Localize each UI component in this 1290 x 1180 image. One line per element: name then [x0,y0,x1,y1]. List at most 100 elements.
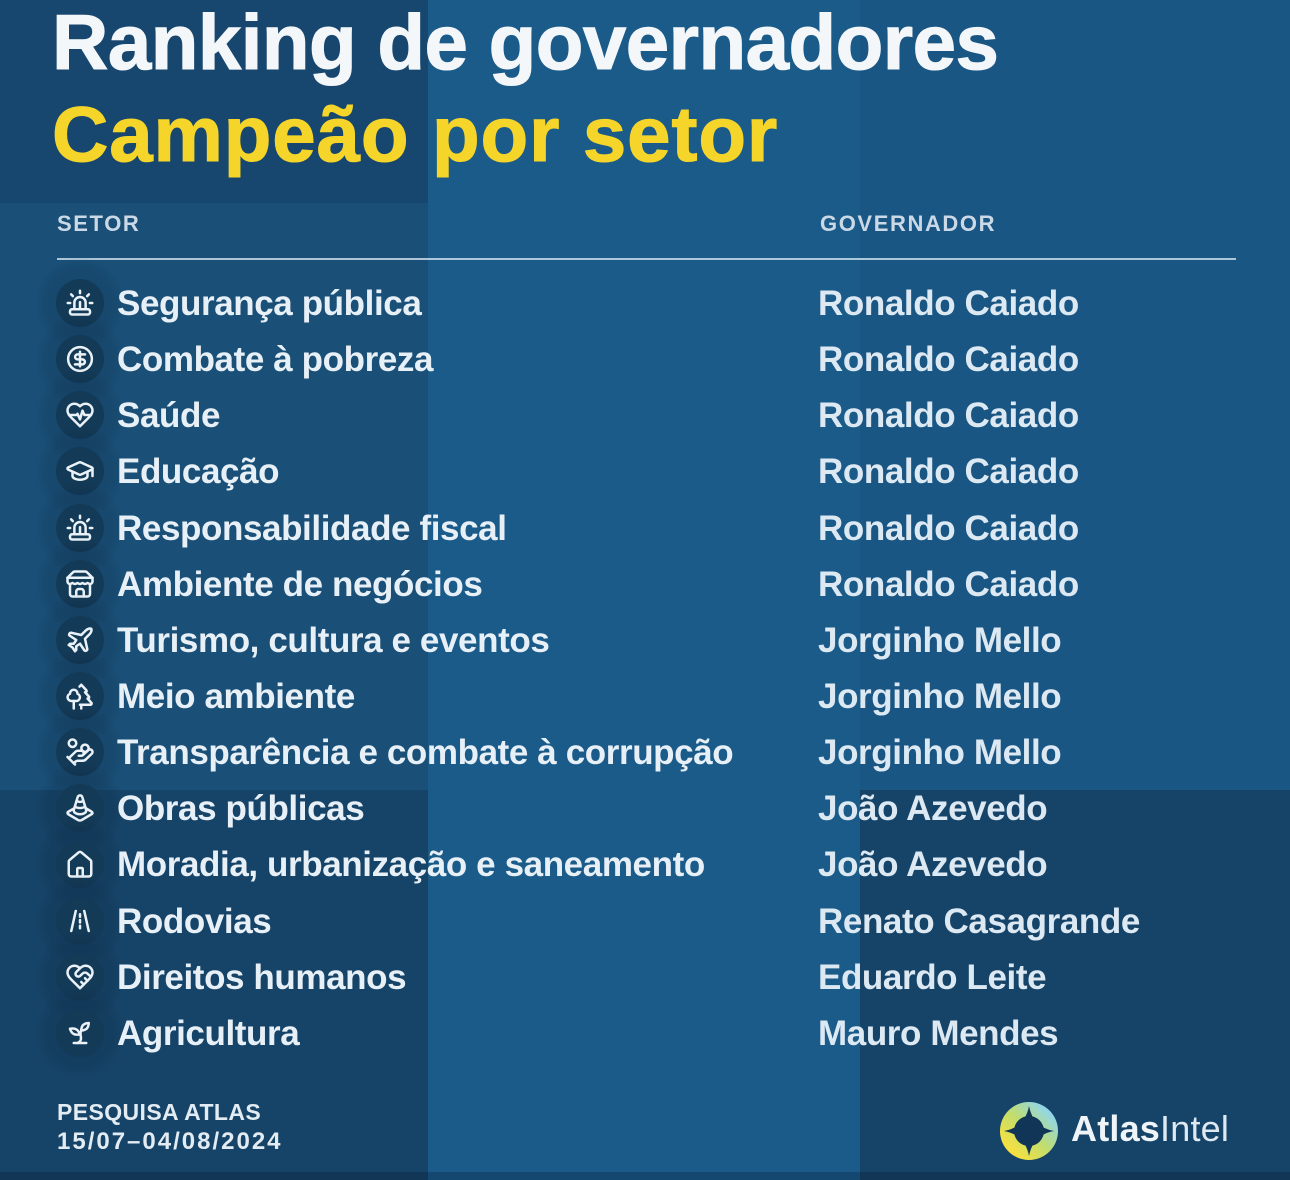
plane-icon [67,627,93,653]
ranking-table: Segurança pública Ronaldo Caiado Combate… [0,257,1290,1079]
background-band [860,790,1290,1180]
sector-label: Moradia, urbanização e saneamento [117,845,705,885]
icon-circle [56,335,104,384]
heart-pulse-icon [66,402,94,428]
brand-name-atlas: Atlas [1071,1108,1161,1149]
sector-icon-circle [34,818,126,911]
table-row: Obras públicas João Azevedo [0,762,1290,855]
sector-icon-circle [34,257,126,350]
governor-name: Jorginho Mello [818,677,1062,717]
traffic-cone-icon [66,794,94,823]
icon-circle [56,279,104,328]
sector-icon-circle [34,313,126,406]
house-icon [67,851,93,879]
table-row: Rodovias Renato Casagrande [0,874,1290,967]
table-row: Educação Ronaldo Caiado [0,425,1290,518]
header-divider [57,258,1236,260]
sector-icon-circle [34,874,126,967]
icon-circle [56,447,104,496]
governor-name: João Azevedo [818,789,1048,829]
table-row: Segurança pública Ronaldo Caiado [0,257,1290,350]
table-row: Direitos humanos Eduardo Leite [0,930,1290,1023]
background-band [860,0,1290,790]
governor-name: Jorginho Mello [818,620,1062,660]
brand-name-intel: Intel [1160,1108,1230,1149]
icon-circle [56,1008,104,1057]
sector-label: Direitos humanos [117,957,407,997]
sector-label: Transparência e combate à corrupção [117,733,734,773]
governor-name: João Azevedo [818,845,1048,885]
siren-icon [66,289,94,316]
sector-label: Ambiente de negócios [117,564,483,604]
table-row: Turismo, cultura e eventos Jorginho Mell… [0,593,1290,686]
sector-icon-circle [34,930,126,1023]
sector-icon-circle [34,986,126,1079]
sector-label: Segurança pública [117,284,422,324]
sector-icon-circle [34,650,126,743]
background-band [0,1172,1290,1180]
governor-name: Ronaldo Caiado [818,340,1079,380]
icon-circle [56,896,104,945]
table-row: Meio ambiente Jorginho Mello [0,650,1290,743]
sector-icon-circle [34,425,126,518]
table-row: Transparência e combate à corrupção Jorg… [0,706,1290,799]
sector-label: Obras públicas [117,789,365,829]
sector-label: Saúde [117,396,221,436]
sector-icon-circle [34,537,126,630]
atlasintel-logo-icon [1000,1102,1058,1160]
sector-icon-circle [34,481,126,574]
trees-icon [66,683,93,710]
column-header-governador: GOVERNADOR [820,211,997,236]
sector-label: Responsabilidade fiscal [117,508,507,548]
heart-handshake-icon [66,964,94,990]
store-icon [66,570,94,598]
sector-icon-circle [34,593,126,686]
background-band [0,0,428,203]
sector-icon-circle [34,369,126,462]
governor-name: Mauro Mendes [818,1013,1059,1053]
icon-circle [56,784,104,833]
road-icon [70,909,90,932]
survey-source-name: PESQUISA ATLAS [57,1099,262,1125]
governor-name: Ronaldo Caiado [818,396,1079,436]
sector-icon-circle [34,762,126,855]
icon-circle [56,615,104,664]
column-header-setor: SETOR [57,211,141,236]
sector-label: Agricultura [117,1013,300,1053]
icon-circle [56,503,104,552]
page-title-line2: Campeão por setor [51,90,779,178]
table-row: Moradia, urbanização e saneamento João A… [0,818,1290,911]
governor-name: Ronaldo Caiado [818,452,1079,492]
icon-circle [56,672,104,721]
governor-name: Eduardo Leite [818,957,1047,997]
governor-name: Ronaldo Caiado [818,564,1079,604]
sector-icon-circle [34,706,126,799]
governor-name: Jorginho Mello [818,733,1062,773]
sector-label: Turismo, cultura e eventos [117,620,550,660]
sprout-icon [68,1021,90,1045]
table-row: Ambiente de negócios Ronaldo Caiado [0,537,1290,630]
icon-circle [56,559,104,608]
table-row: Combate à pobreza Ronaldo Caiado [0,313,1290,406]
siren-icon [66,514,94,541]
icon-circle [56,728,104,777]
table-row: Agricultura Mauro Mendes [0,986,1290,1079]
survey-source: PESQUISA ATLAS 15/07–04/08/2024 [57,1101,283,1154]
icon-circle [56,391,104,440]
atlasintel-brand: AtlasIntel [999,1101,1229,1161]
governor-name: Ronaldo Caiado [818,284,1079,324]
table-row: Responsabilidade fiscal Ronaldo Caiado [0,481,1290,574]
sector-label: Combate à pobreza [117,340,434,380]
page-title-line1: Ranking de governadores [51,0,999,86]
governor-name: Renato Casagrande [818,901,1140,941]
hand-coins-icon [66,738,94,766]
sector-label: Educação [117,452,280,492]
dollar-circle-icon [66,346,94,373]
table-row: Saúde Ronaldo Caiado [0,369,1290,462]
survey-source-dates: 15/07–04/08/2024 [57,1128,283,1155]
icon-circle [56,840,104,889]
governor-name: Ronaldo Caiado [818,508,1079,548]
sector-label: Meio ambiente [117,677,355,717]
icon-circle [56,952,104,1001]
